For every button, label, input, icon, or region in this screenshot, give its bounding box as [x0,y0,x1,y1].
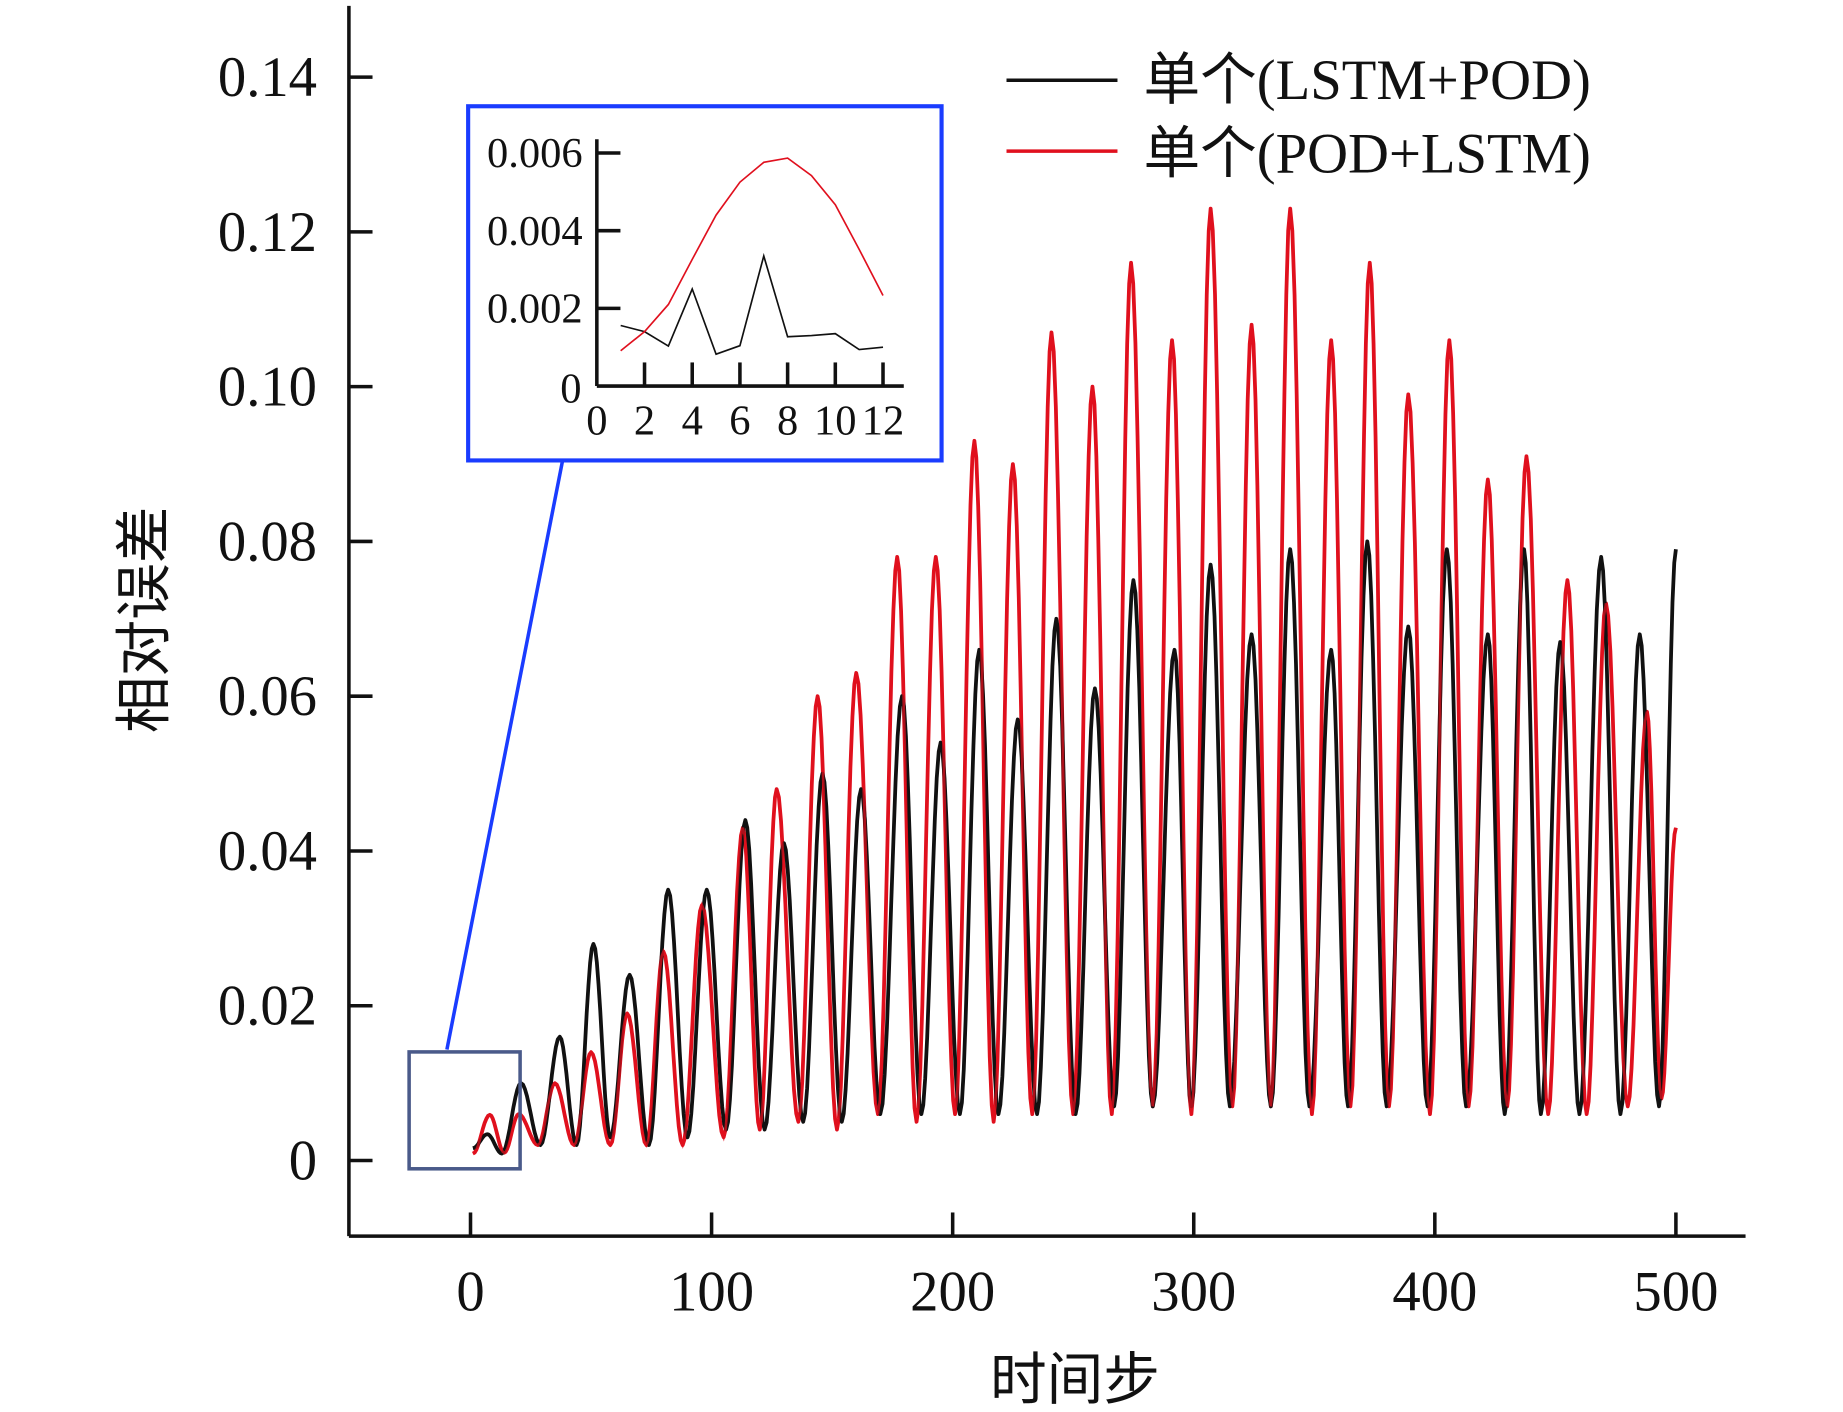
x-tick-label: 300 [1151,1261,1236,1323]
inset-frame [466,104,944,463]
inset-series [620,157,884,356]
inset-x-tick-label: 6 [729,397,750,444]
legend: 单个(LSTM+POD) 单个(POD+LSTM) [1006,50,1591,185]
inset-y-tick-label: 0.004 [487,208,583,255]
y-tick-label: 0.02 [218,976,317,1038]
inset-connector-line [445,460,565,1050]
main-series [471,206,1678,1156]
legend-label-series1: 单个(LSTM+POD) [1143,50,1590,112]
x-tick-label: 400 [1392,1261,1477,1323]
inset-y-tick-label: 0.006 [487,130,583,177]
x-tick-label: 500 [1633,1261,1718,1323]
y-tick-label: 0.12 [218,202,317,264]
zoom-region-box [407,1050,522,1171]
x-tick-label: 100 [669,1261,754,1323]
inset-x-tick-label: 4 [682,397,703,444]
inset-series-line-1 [620,252,884,356]
y-tick-label: 0 [289,1130,317,1192]
y-tick-label: 0.08 [218,511,317,573]
x-tick-label: 200 [910,1261,995,1323]
y-tick-label: 0.06 [218,666,317,728]
x-tick-label: 0 [456,1261,484,1323]
inset-y-tick-label: 0 [560,366,581,413]
legend-label-series2: 单个(POD+LSTM) [1143,123,1590,185]
inset-x-tick-label: 2 [634,397,655,444]
inset-x-tick-label: 12 [862,397,905,444]
y-tick-label: 0.10 [218,357,317,419]
inset-y-tick-label: 0.002 [487,286,583,333]
y-axis-label: 相对误差 [115,506,177,733]
inset-x-tick-label: 0 [586,397,607,444]
x-axis-label: 时间步 [990,1350,1160,1412]
main-axes [347,5,1746,1238]
y-tick-label: 0.14 [218,47,317,109]
main-ticks: 00.020.040.060.080.100.120.140 100 200 300 4… [218,47,1719,1323]
y-tick-label: 0.04 [218,821,317,883]
inset-x-tick-label: 8 [777,397,798,444]
series-line-2-overlay [472,208,1678,1155]
inset-x-tick-label: 10 [814,397,857,444]
inset-series-line-2 [620,157,884,352]
